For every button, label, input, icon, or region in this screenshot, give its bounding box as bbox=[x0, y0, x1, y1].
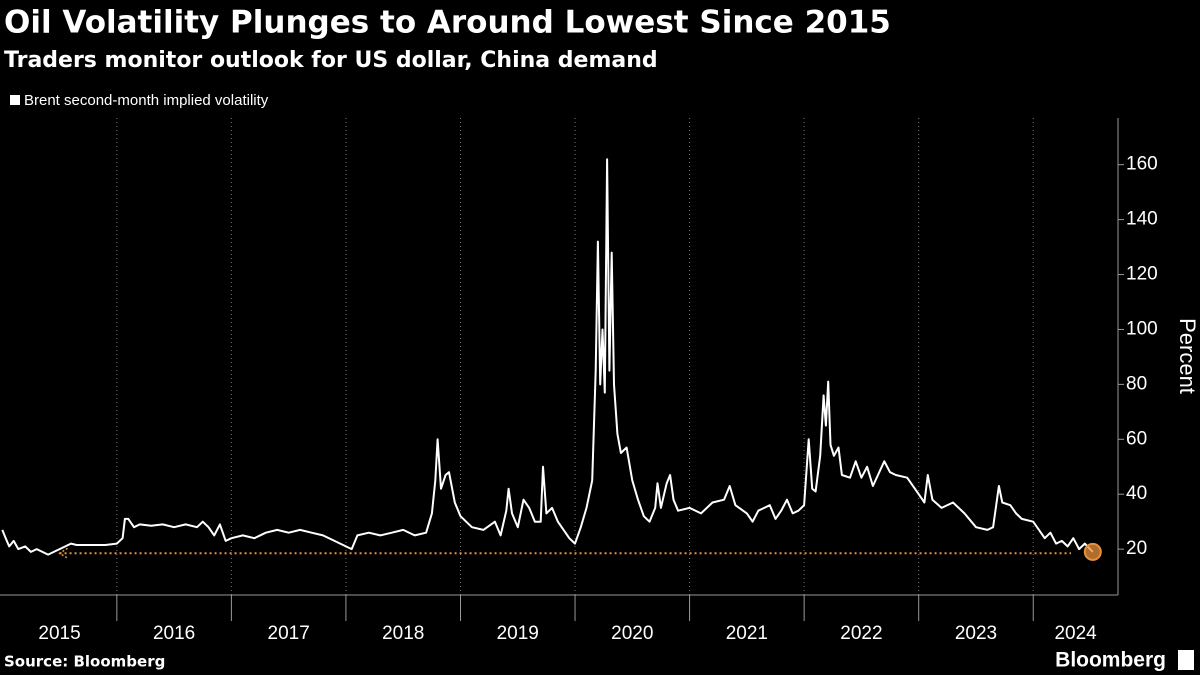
x-tick-label: 2021 bbox=[726, 623, 768, 644]
x-tick-label: 2016 bbox=[153, 623, 195, 644]
reference-arrow bbox=[58, 547, 68, 559]
x-tick-label: 2017 bbox=[268, 623, 310, 644]
source: Source: Bloomberg bbox=[4, 653, 165, 671]
y-tick-label: 20 bbox=[1126, 538, 1147, 559]
chart-title: Oil Volatility Plunges to Around Lowest … bbox=[4, 5, 891, 41]
x-tick-label: 2019 bbox=[497, 623, 539, 644]
last-point bbox=[1083, 542, 1102, 561]
y-axis-label: Percent bbox=[1175, 318, 1200, 394]
y-tick-label: 160 bbox=[1126, 154, 1158, 175]
x-tick-label: 2018 bbox=[382, 623, 424, 644]
y-tick-label: 60 bbox=[1126, 428, 1147, 449]
y-tick-label: 120 bbox=[1126, 264, 1158, 285]
x-tick-label: 2023 bbox=[955, 623, 997, 644]
x-tick-label: 2022 bbox=[840, 623, 882, 644]
y-tick-label: 40 bbox=[1126, 483, 1147, 504]
x-tick-label: 2015 bbox=[38, 623, 80, 644]
y-tick-label: 140 bbox=[1126, 209, 1158, 230]
y-tick-label: 80 bbox=[1126, 373, 1147, 394]
x-tick-label: 2020 bbox=[611, 623, 653, 644]
brand-icon bbox=[1178, 650, 1194, 670]
y-tick-label: 100 bbox=[1126, 318, 1158, 339]
series-line bbox=[1, 158, 1094, 556]
legend-label: Brent second-month implied volatility bbox=[24, 92, 269, 109]
legend-swatch bbox=[10, 95, 20, 105]
chart-subtitle: Traders monitor outlook for US dollar, C… bbox=[4, 48, 658, 73]
brand: Bloomberg bbox=[1055, 649, 1166, 672]
x-tick-label: 2024 bbox=[1054, 623, 1097, 644]
